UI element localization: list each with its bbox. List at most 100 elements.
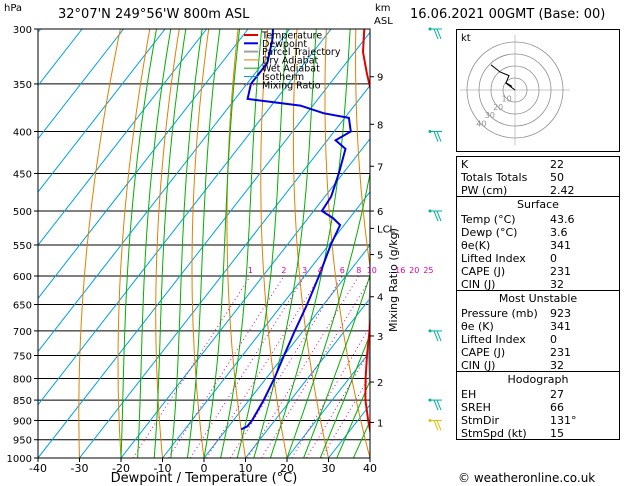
wet-adiabat-line — [286, 170, 370, 458]
hodograph-ring-label: 20 — [493, 103, 503, 112]
hodograph-stat-row: EH 27 — [457, 387, 619, 401]
isotherm-line — [120, 137, 370, 458]
isotherm-line — [38, 29, 208, 246]
hpa-label: hPa — [4, 3, 23, 14]
hodograph-table-title: Hodograph — [507, 373, 569, 386]
surface-value: 32 — [550, 278, 564, 291]
height-tick-label: 5 — [377, 251, 383, 262]
hodograph-stat-row: SREH 66 — [457, 400, 619, 414]
most-unstable-title: Most Unstable — [498, 292, 578, 305]
surface-row: CIN (J) 32 — [457, 277, 619, 291]
temperature-line — [361, 29, 370, 436]
legend-entry: Temperature — [261, 31, 322, 42]
index-value: 2.42 — [550, 184, 575, 197]
wet-adiabat-line — [170, 29, 203, 458]
wet-adiabat-line — [303, 273, 370, 458]
index-value: 22 — [550, 158, 564, 171]
legend-entry: Isotherm — [262, 72, 304, 83]
hodograph-stat-label: SREH — [461, 401, 491, 414]
wind-barb-base — [428, 329, 432, 333]
surface-row: Temp (°C) 43.6 — [457, 212, 619, 226]
index-row: PW (cm) 2.42 — [457, 183, 619, 197]
dry-adiabat-line — [226, 29, 246, 458]
most-unstable-row: θe (K) 341 — [457, 319, 619, 333]
pressure-tick-label: 300 — [13, 25, 32, 36]
hodograph-stat-row: StmSpd (kt) 15 — [457, 426, 619, 440]
surface-label: Dewp (°C) — [461, 226, 518, 239]
temperature-tick-label: 0 — [201, 462, 208, 475]
most-unstable-row: CAPE (J) 231 — [457, 345, 619, 359]
hodograph-stat-label: StmDir — [461, 414, 500, 427]
height-tick-label: 2 — [377, 378, 383, 389]
mixing-ratio-line — [247, 275, 360, 458]
wind-barb-flag — [436, 420, 442, 431]
dry-adiabat-line — [78, 29, 121, 458]
wet-adiabat-line — [153, 29, 187, 458]
temperature-tick-label: -20 — [112, 462, 130, 475]
surface-row: θe(K) 341 — [457, 238, 619, 252]
isotherm-line — [245, 297, 370, 458]
x-axis-label: Dewpoint / Temperature (°C) — [111, 471, 298, 486]
wet-adiabat-line — [319, 333, 370, 458]
wet-adiabat-line — [186, 29, 221, 458]
hodograph-ring-label: 10 — [502, 94, 512, 103]
most-unstable-value: 231 — [550, 346, 571, 359]
hodograph-stat-value: 15 — [550, 427, 564, 440]
pressure-tick-label: 450 — [13, 169, 32, 180]
mixing-ratio-label: 4 — [317, 266, 322, 275]
mixing-ratio-line — [206, 275, 321, 458]
temperature-tick-label: -10 — [154, 462, 172, 475]
wet-adiabat-line — [137, 29, 172, 458]
most-unstable-value: 341 — [550, 320, 571, 333]
pressure-tick-label: 500 — [13, 207, 32, 218]
wind-barb-flag — [433, 131, 439, 142]
most-unstable-row: CIN (J) 32 — [457, 358, 619, 372]
temperature-tick-label: 40 — [363, 462, 377, 475]
location-title: 32°07'N 249°56'W 800m ASL — [58, 7, 250, 22]
dry-adiabat-line — [260, 29, 288, 458]
wind-barb-flag — [436, 131, 442, 142]
hodograph-stat-label: EH — [461, 388, 477, 401]
wind-barb-flag — [433, 28, 439, 40]
pressure-tick-label: 350 — [13, 80, 32, 91]
mixing-ratio-label: 8 — [356, 266, 361, 275]
height-tick-label: 1 — [377, 418, 383, 429]
most-unstable-label: Lifted Index — [461, 333, 526, 346]
isotherm-line — [203, 244, 370, 458]
mixing-ratio-label: 1 — [248, 266, 253, 275]
indices-table: K 22 Totals Totals 50 PW (cm) 2.42 Surface Te… — [456, 156, 620, 440]
height-tick-label: 4 — [377, 293, 383, 304]
surface-row: CAPE (J) 231 — [457, 264, 619, 278]
surface-value: 341 — [550, 239, 571, 252]
surface-value: 3.6 — [550, 226, 568, 239]
dewpoint-line — [240, 29, 352, 431]
pressure-tick-label: 1000 — [7, 454, 32, 465]
surface-label: CIN (J) — [461, 278, 496, 291]
surface-value: 0 — [550, 252, 557, 265]
wind-barb-base — [428, 418, 432, 422]
pressure-tick-label: 650 — [13, 301, 32, 312]
storm-motion-arrow — [505, 82, 516, 91]
index-label: PW (cm) — [461, 184, 508, 197]
height-tick-label: 7 — [377, 162, 383, 173]
legend-entry: Dewpoint — [262, 39, 307, 50]
most-unstable-label: Pressure (mb) — [461, 307, 538, 320]
isotherm-line — [38, 29, 166, 193]
temperature-tick-label: 30 — [322, 462, 336, 475]
mixing-ratio-label: 10 — [367, 266, 377, 275]
surface-row: Dewp (°C) 3.6 — [457, 225, 619, 239]
mixing-ratio-label: 2 — [281, 266, 286, 275]
index-row: K 22 — [457, 157, 619, 171]
mixing-ratio-line — [132, 275, 251, 458]
index-label: K — [461, 158, 469, 171]
hodograph-stat-row: StmDir 131° — [457, 413, 619, 427]
height-tick-label: 6 — [377, 207, 383, 218]
height-tick-label: 8 — [377, 120, 383, 131]
isotherm-line — [38, 31, 370, 458]
hodograph-stat-value: 131° — [550, 414, 577, 427]
mixing-ratio-line — [229, 275, 343, 458]
wet-adiabat-line — [336, 379, 370, 458]
wind-barb-flag — [436, 399, 442, 411]
wet-adiabat-line — [220, 29, 263, 458]
